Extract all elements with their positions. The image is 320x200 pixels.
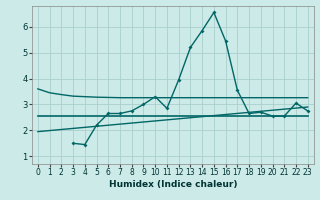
X-axis label: Humidex (Indice chaleur): Humidex (Indice chaleur) <box>108 180 237 189</box>
